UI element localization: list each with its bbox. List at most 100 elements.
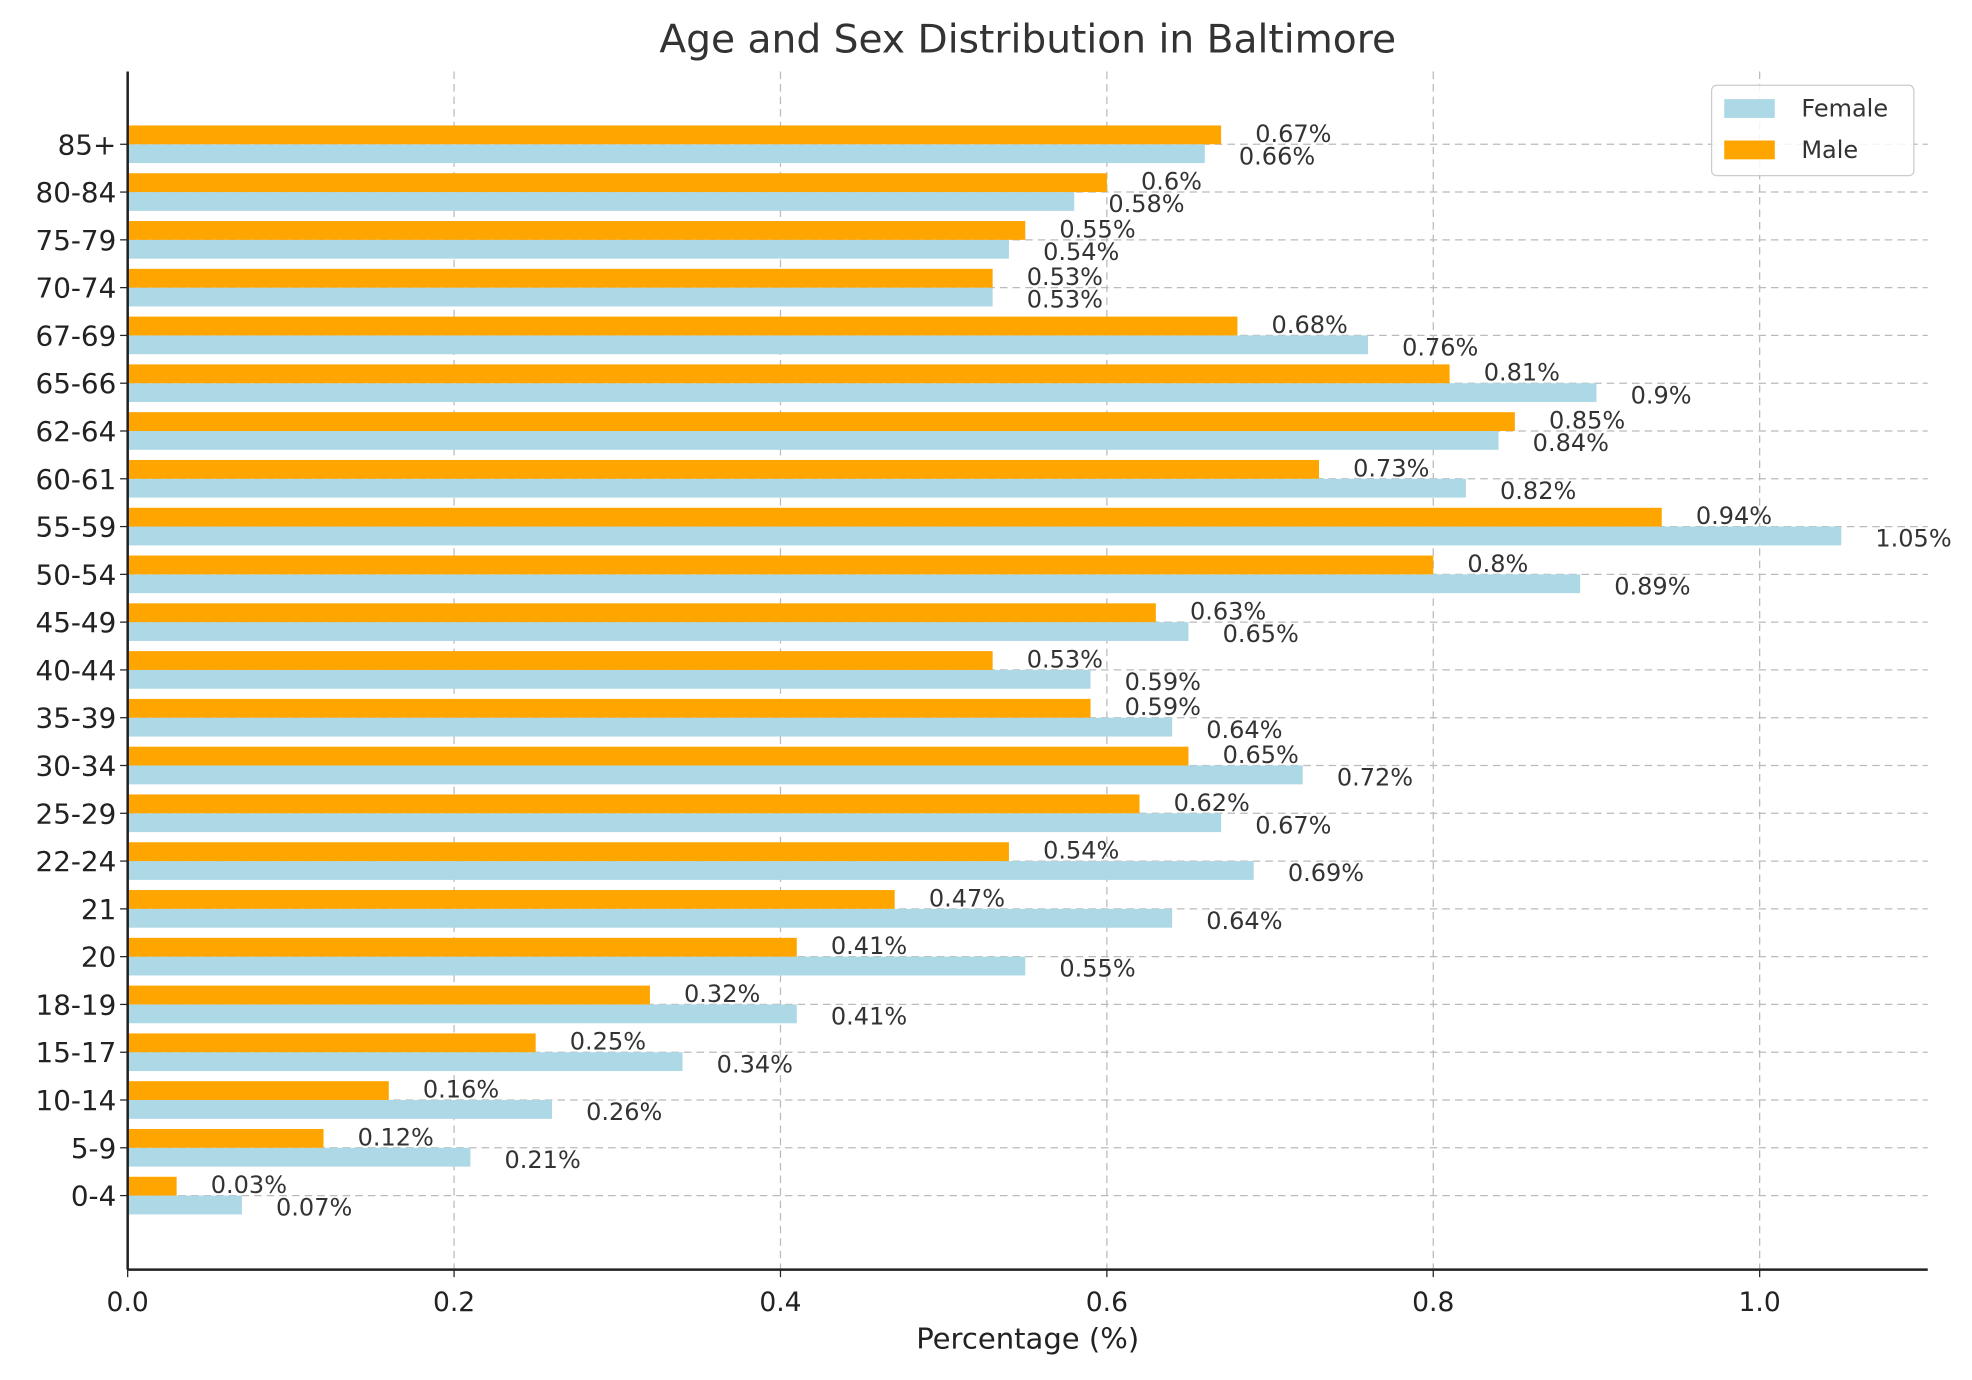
- data-label-female: 0.76%: [1402, 334, 1478, 362]
- bar-male: [127, 746, 1189, 766]
- bar-female: [127, 622, 1189, 641]
- y-tick-label: 10-14: [36, 1084, 117, 1117]
- y-tick-label: 65-66: [36, 367, 117, 400]
- y-tick-label: 62-64: [36, 415, 117, 448]
- y-tick-label: 15-17: [36, 1036, 117, 1069]
- bar-male: [127, 937, 797, 957]
- data-label-female: 0.58%: [1108, 190, 1184, 218]
- x-tick-label: 0.4: [759, 1287, 801, 1318]
- y-tick-label: 45-49: [36, 606, 117, 639]
- bar-male: [127, 651, 993, 670]
- data-label-male: 0.59%: [1125, 693, 1201, 721]
- data-label-female: 0.67%: [1255, 811, 1331, 839]
- data-label-female: 0.82%: [1500, 477, 1576, 505]
- x-tick-label: 0.8: [1412, 1287, 1454, 1318]
- data-label-male: 0.54%: [1043, 837, 1119, 865]
- bar-male: [127, 1033, 536, 1053]
- bar-female: [127, 813, 1222, 833]
- bar-female: [127, 1195, 242, 1215]
- x-tick-label: 1.0: [1739, 1287, 1781, 1318]
- bar-female: [127, 956, 1026, 976]
- chart-title: Age and Sex Distribution in Baltimore: [659, 18, 1396, 63]
- bar-female: [127, 192, 1075, 211]
- bar-female: [127, 335, 1368, 355]
- legend: Female Male: [1710, 84, 1915, 177]
- y-tick-label: 85+: [58, 128, 117, 161]
- bar-female: [127, 287, 993, 307]
- data-label-male: 0.41%: [831, 932, 907, 960]
- data-label-male: 0.53%: [1027, 646, 1103, 674]
- bar-male: [127, 555, 1434, 575]
- bar-male: [127, 221, 1026, 240]
- data-label-male: 0.12%: [358, 1123, 434, 1151]
- bar-male: [127, 268, 993, 288]
- data-label-male: 0.55%: [1059, 215, 1135, 243]
- y-tick-label: 70-74: [36, 272, 117, 305]
- data-label-male: 0.6%: [1141, 168, 1202, 196]
- data-label-male: 0.81%: [1484, 359, 1560, 387]
- x-tick-label: 0.2: [433, 1287, 475, 1318]
- bar-female: [127, 1052, 683, 1072]
- data-label-female: 0.66%: [1239, 142, 1315, 170]
- bar-male: [127, 364, 1450, 384]
- data-label-male: 0.65%: [1223, 741, 1299, 769]
- data-label-male: 0.53%: [1027, 263, 1103, 291]
- y-tick-label: 50-54: [36, 558, 117, 591]
- data-label-male: 0.47%: [929, 884, 1005, 912]
- bar-male: [127, 507, 1662, 527]
- data-label-female: 0.84%: [1533, 429, 1609, 457]
- y-tick-label: 25-29: [36, 797, 117, 830]
- data-label-male: 0.94%: [1696, 502, 1772, 530]
- bar-female: [127, 478, 1466, 498]
- y-tick-label: 75-79: [36, 224, 117, 257]
- data-label-male: 0.63%: [1190, 598, 1266, 626]
- bar-male: [127, 173, 1107, 193]
- bar-male: [127, 603, 1156, 623]
- data-label-male: 0.03%: [211, 1171, 287, 1199]
- bar-female: [127, 669, 1091, 689]
- data-label-female: 0.89%: [1614, 573, 1690, 601]
- x-tick-label: 0.0: [107, 1287, 149, 1318]
- bar-female: [127, 1004, 797, 1024]
- data-label-male: 0.16%: [423, 1076, 499, 1104]
- data-label-female: 0.59%: [1125, 668, 1201, 696]
- bar-female: [127, 144, 1205, 164]
- bar-female: [127, 574, 1581, 594]
- y-tick-label: 60-61: [36, 463, 117, 496]
- bar-female: [127, 239, 1009, 259]
- data-label-female: 0.34%: [717, 1050, 793, 1078]
- bar-female: [127, 430, 1499, 450]
- legend-label-female: Female: [1801, 95, 1888, 123]
- bar-female: [127, 1100, 552, 1119]
- bar-female: [127, 717, 1173, 737]
- bar-female: [127, 908, 1173, 928]
- bar-male: [127, 459, 1320, 479]
- data-label-male: 0.62%: [1174, 789, 1250, 817]
- data-label-male: 0.32%: [684, 980, 760, 1008]
- data-label-female: 0.26%: [586, 1098, 662, 1126]
- bar-female: [127, 861, 1254, 880]
- data-label-female: 0.07%: [276, 1194, 352, 1222]
- y-tick-label: 80-84: [36, 176, 117, 209]
- bar-female: [127, 1147, 471, 1167]
- data-label-female: 0.21%: [505, 1146, 581, 1174]
- data-label-male: 0.67%: [1255, 120, 1331, 148]
- y-tick-label: 30-34: [36, 750, 117, 783]
- bar-female: [127, 765, 1303, 785]
- legend-swatch-male: [1724, 140, 1775, 160]
- y-tick-label: 67-69: [36, 320, 117, 353]
- data-label-female: 0.53%: [1027, 286, 1103, 314]
- bars: [127, 125, 1842, 1215]
- y-tick-label: 5-9: [71, 1132, 116, 1165]
- data-label-female: 0.9%: [1631, 381, 1692, 409]
- data-label-male: 0.85%: [1549, 407, 1625, 435]
- data-label-female: 1.05%: [1875, 525, 1951, 553]
- data-label-male: 0.8%: [1467, 550, 1528, 578]
- data-label-female: 0.64%: [1206, 716, 1282, 744]
- y-tick-label: 22-24: [36, 845, 117, 878]
- bar-female: [127, 526, 1842, 546]
- bar-male: [127, 698, 1091, 718]
- bar-male: [127, 842, 1009, 862]
- bar-male: [127, 1128, 324, 1148]
